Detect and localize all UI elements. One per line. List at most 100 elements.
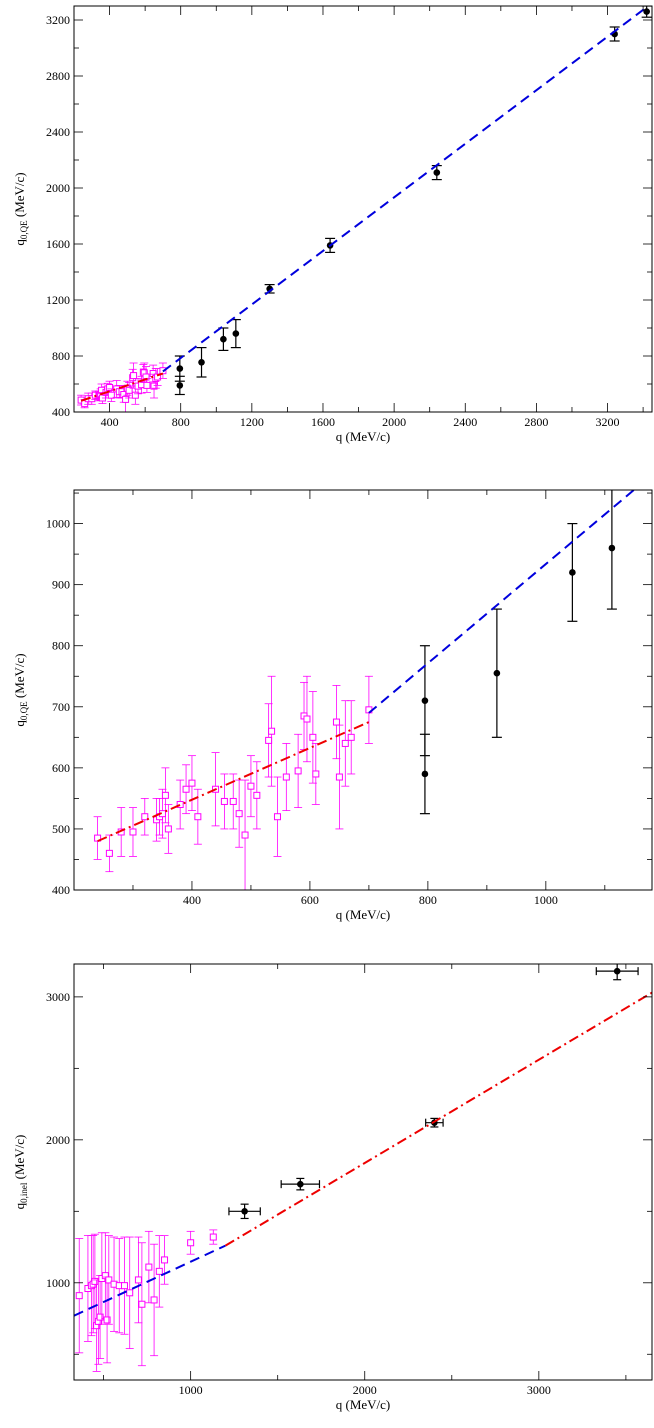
square-marker xyxy=(268,727,276,735)
x-tick-label: 2000 xyxy=(382,415,406,429)
chart-panel-bottom: 1000 2000 3000 1000 2000 3000 q (MeV/c) q0,inel… xyxy=(12,963,653,1412)
data-point xyxy=(606,490,617,610)
square-marker xyxy=(154,373,162,381)
data-point xyxy=(335,724,344,830)
x-axis-label: q (MeV/c) xyxy=(336,1397,391,1412)
x-tick-label: 600 xyxy=(301,893,319,907)
y-tick-label: 400 xyxy=(52,883,70,897)
data-point xyxy=(153,368,162,386)
square-marker xyxy=(294,767,302,775)
plot-frame xyxy=(73,489,653,891)
square-marker xyxy=(130,372,138,380)
data-point xyxy=(134,1236,143,1324)
square-marker xyxy=(161,791,169,799)
square-marker xyxy=(75,1292,83,1300)
y-tick-label: 800 xyxy=(52,639,70,653)
plot-frame xyxy=(73,5,653,413)
square-marker xyxy=(235,810,243,818)
square-marker xyxy=(106,384,114,391)
data-point xyxy=(104,1235,113,1325)
y-axis-label: q0,QE (MeV/c) xyxy=(12,172,29,245)
y-axis-label: q0,inel (MeV/c) xyxy=(12,1135,29,1210)
y-tick-label: 600 xyxy=(52,761,70,775)
square-marker xyxy=(347,733,355,741)
y-tick-label: 1600 xyxy=(46,237,70,251)
data-point xyxy=(96,1275,105,1359)
data-point xyxy=(142,377,151,393)
data-point xyxy=(105,834,114,873)
data-point xyxy=(267,675,276,787)
x-tick-label: 800 xyxy=(419,893,437,907)
x-tick-label: 1000 xyxy=(179,1383,203,1397)
square-marker xyxy=(335,773,343,781)
square-marker xyxy=(129,828,137,836)
y-axis-label: q0,QE (MeV/c) xyxy=(12,653,29,726)
data-point xyxy=(187,755,196,812)
x-tick-label: 2000 xyxy=(353,1383,377,1397)
data-point xyxy=(176,779,185,830)
x-tick-label: 3000 xyxy=(527,1383,551,1397)
data-point xyxy=(280,1177,321,1191)
plot-area xyxy=(77,6,652,412)
data-point xyxy=(161,767,170,824)
square-marker xyxy=(122,395,130,403)
plot-area xyxy=(93,490,636,890)
data-point xyxy=(209,1229,218,1245)
square-marker xyxy=(229,797,237,805)
y-tick-label: 3000 xyxy=(46,990,70,1004)
fit-line-blue-dashed xyxy=(74,1244,226,1317)
data-point xyxy=(364,675,373,744)
data-point xyxy=(252,761,261,830)
square-marker xyxy=(131,391,139,399)
data-point xyxy=(567,522,578,622)
square-marker xyxy=(105,849,113,857)
data-point xyxy=(155,1235,164,1308)
data-point xyxy=(137,1242,146,1367)
square-marker xyxy=(134,1276,142,1284)
data-point xyxy=(186,1230,195,1255)
y-tick-label: 1000 xyxy=(46,517,70,531)
data-point xyxy=(230,319,241,349)
data-point xyxy=(150,1243,159,1357)
square-marker xyxy=(265,736,273,744)
square-marker xyxy=(176,801,184,809)
square-marker xyxy=(126,1289,134,1297)
square-marker xyxy=(103,1316,111,1324)
square-marker xyxy=(145,1263,153,1271)
data-point xyxy=(641,6,652,18)
y-tick-label: 500 xyxy=(52,822,70,836)
square-marker xyxy=(105,1276,113,1284)
x-tick-label: 800 xyxy=(172,415,190,429)
dot-marker xyxy=(176,382,184,389)
square-marker xyxy=(187,1239,195,1247)
square-marker xyxy=(150,382,158,390)
data-point xyxy=(92,1279,101,1372)
dot-marker xyxy=(220,335,227,343)
x-tick-label: 400 xyxy=(101,415,119,429)
fit-line-red-dashdot xyxy=(224,991,652,1247)
x-tick-label: 1600 xyxy=(311,415,335,429)
data-point xyxy=(229,773,238,830)
square-marker xyxy=(161,1256,169,1264)
data-point xyxy=(103,1276,112,1364)
data-point xyxy=(117,807,126,857)
data-point xyxy=(193,788,202,845)
dot-marker xyxy=(176,365,184,372)
fit-line-red-dashdot xyxy=(97,721,370,843)
y-tick-label: 900 xyxy=(52,578,70,592)
data-point xyxy=(341,700,350,787)
dot-marker xyxy=(232,330,240,337)
square-marker xyxy=(96,1313,104,1321)
square-marker xyxy=(188,779,196,787)
square-marker xyxy=(155,1267,163,1275)
square-marker xyxy=(125,386,133,394)
square-marker xyxy=(107,391,115,399)
data-point xyxy=(125,1236,134,1349)
data-point xyxy=(241,779,250,890)
dot-marker xyxy=(421,770,429,778)
data-point xyxy=(93,816,102,860)
dot-marker xyxy=(613,967,621,975)
x-axis-label: q (MeV/c) xyxy=(336,429,391,444)
data-point xyxy=(182,764,191,815)
data-point xyxy=(144,1230,153,1304)
